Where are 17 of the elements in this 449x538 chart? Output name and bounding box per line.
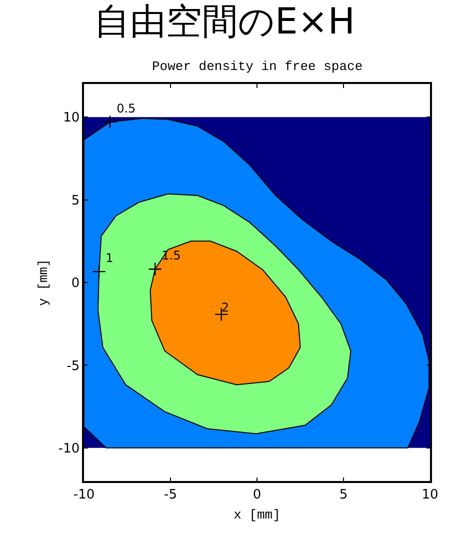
series-label: 1 [106, 250, 114, 265]
y-tick-label: -5 [66, 358, 80, 374]
y-axis-title: y [mm] [36, 259, 51, 306]
y-tick-label: 5 [71, 193, 80, 208]
y-tick-label: -10 [58, 441, 80, 456]
x-axis-title: x [mm] [234, 507, 280, 522]
chart-title: 自由空間のE×H [94, 1, 355, 42]
y-tick-label: 0 [71, 276, 80, 292]
series-label: 1.5 [162, 248, 181, 262]
x-tick-label: 0 [252, 487, 262, 502]
x-tick-label: 10 [422, 487, 438, 502]
x-tick-label: 5 [339, 487, 348, 502]
y-tick-label: 10 [63, 110, 80, 126]
series-label: 0.5 [116, 101, 136, 116]
x-tick-label: -5 [164, 487, 177, 502]
chart-subtitle: Power density in free space [152, 59, 363, 74]
series-label: 2 [221, 300, 229, 314]
